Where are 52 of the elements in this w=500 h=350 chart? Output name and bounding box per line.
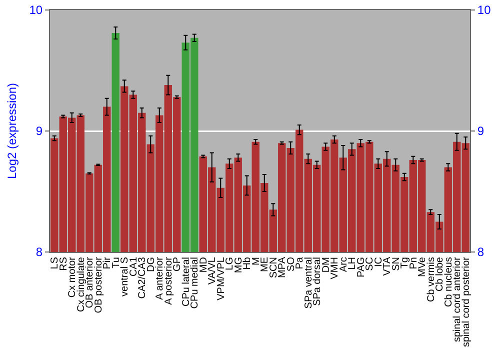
y-tick-label: 9 <box>36 124 43 138</box>
x-tick-label: SCN <box>268 257 280 278</box>
y2-tick-label: 8 <box>477 245 484 260</box>
x-tick-label: SPa ventral <box>303 257 314 309</box>
x-tick-label: GP <box>172 256 184 272</box>
x-tick-label: CPu medial <box>190 257 201 309</box>
x-tick-label: MVe <box>417 256 428 278</box>
x-tick-label: A anterior <box>154 256 166 300</box>
x-tick-label: spinal cord posterior <box>460 256 472 348</box>
y-tick-label: 8 <box>36 245 43 260</box>
x-tick-label: Arc <box>338 257 350 272</box>
x-tick-label: VTA <box>382 256 394 276</box>
y2-tick-label: 9 <box>477 124 484 138</box>
x-tick-label: VMH <box>330 257 341 280</box>
x-tick-label: PAG <box>356 256 367 278</box>
x-tick-label: Cb lobe <box>434 256 446 292</box>
x-tick-label: SPa dorsal <box>312 257 324 306</box>
x-tick-label: M <box>250 257 262 266</box>
x-tick-label: Cx cingulate <box>76 256 87 312</box>
x-tick-label: CA2/CA3 <box>137 256 148 299</box>
x-tick-label: IC <box>373 257 384 267</box>
y-axis-title: Log2 (expression) <box>5 82 19 180</box>
x-tick-label: MPA <box>277 256 288 278</box>
x-tick-label: Pir <box>102 256 114 270</box>
x-tick-label: Tu <box>110 257 122 268</box>
x-tick-label: LH <box>347 257 358 270</box>
y2-tick-label: 10 <box>477 3 492 18</box>
x-tick-label: Cb vermis <box>426 257 437 302</box>
x-tick-label: SC <box>364 257 376 271</box>
x-tick-label: spinal cord anterior <box>452 256 464 342</box>
x-tick-label: LS <box>50 256 61 270</box>
x-tick-label: A posterior <box>163 256 174 305</box>
x-tick-label: ventral S <box>120 256 131 296</box>
x-tick-label: DM <box>320 257 332 273</box>
x-tick-label: SN <box>390 257 402 271</box>
x-tick-label: VPM/VPL <box>216 256 227 300</box>
x-tick-label: RS <box>58 256 70 271</box>
x-tick-label: CPu lateral <box>180 257 192 306</box>
x-tick-label: Cb nucleus <box>443 257 454 308</box>
x-tick-label: Pn <box>408 257 420 270</box>
x-tick-label: LG <box>224 256 236 270</box>
x-tick-label: MG <box>233 256 244 274</box>
x-tick-label: SO <box>286 256 297 272</box>
x-tick-label: ME <box>260 256 271 272</box>
x-tick-label: DG <box>146 256 157 272</box>
x-tick-label: OB posterior <box>93 256 104 314</box>
x-tick-label: Hb <box>242 256 254 270</box>
x-tick-label: Tg <box>400 257 411 269</box>
x-tick-label: OB anterior <box>84 256 96 308</box>
x-tick-label: Pa <box>294 256 306 270</box>
x-tick-label: CA1 <box>128 256 140 276</box>
y-tick-label: 10 <box>29 3 43 18</box>
